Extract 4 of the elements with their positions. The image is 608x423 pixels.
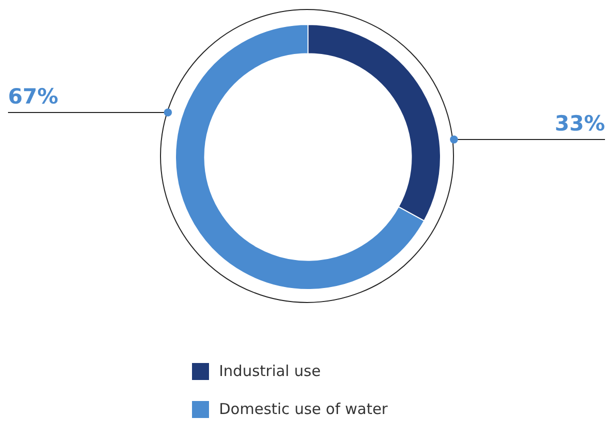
legend-label: Domestic use of water <box>219 400 388 418</box>
legend-label: Industrial use <box>219 362 321 380</box>
data-label: 67% <box>8 84 58 108</box>
data-label: 33% <box>554 111 605 136</box>
